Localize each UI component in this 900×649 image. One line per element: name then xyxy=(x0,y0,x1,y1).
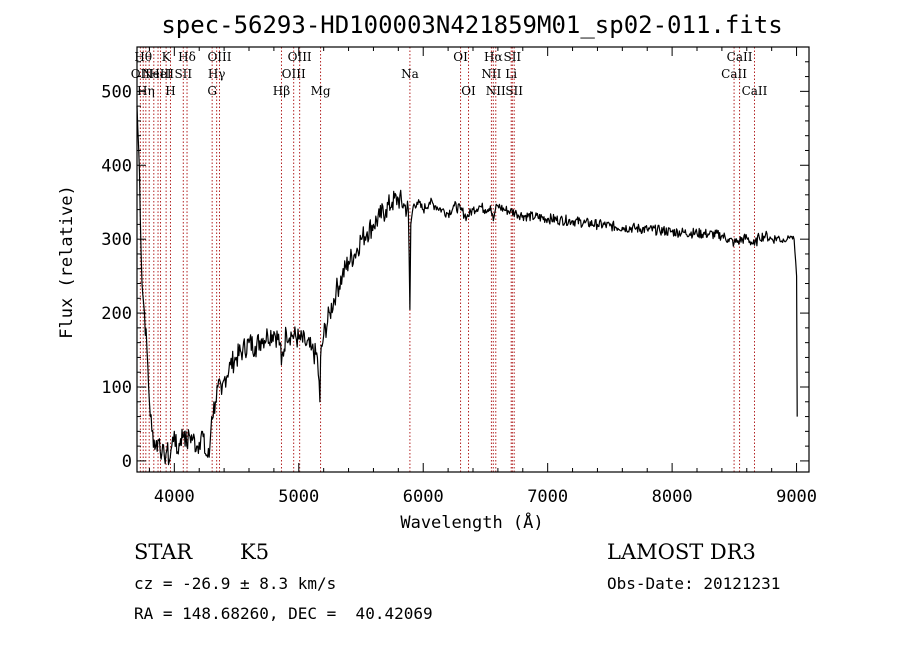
spectral-line-label: OI xyxy=(461,84,476,98)
spectral-line-label: SII xyxy=(503,50,521,64)
spectral-line-label: CaII xyxy=(727,50,753,64)
y-tick-label: 0 xyxy=(122,452,132,472)
y-tick-label: 100 xyxy=(101,378,132,398)
observation-date: Obs-Date: 20121231 xyxy=(607,574,781,593)
y-tick-label: 500 xyxy=(101,82,132,102)
x-tick-label: 8000 xyxy=(652,487,693,507)
axis-ticks: 4000 5000 6000 7000 8000 9000 0 100 200 300 400 500 xyxy=(101,47,817,507)
spectral-line-label: OIII xyxy=(282,67,306,81)
spectral-line-label: NII xyxy=(481,67,501,81)
spectral-line-label: Hθ xyxy=(134,50,152,64)
radial-velocity: cz = -26.9 ± 8.3 km/s xyxy=(134,574,337,593)
spectral-line-label: SII xyxy=(174,67,192,81)
spectral-line-label: CaII xyxy=(742,84,768,98)
spectral-line-label: Na xyxy=(401,67,419,81)
spectral-line-markers xyxy=(139,47,755,472)
spectral-line-label: Hβ xyxy=(273,84,290,98)
x-tick-label: 6000 xyxy=(403,487,444,507)
spectral-line-label: HeI xyxy=(149,67,172,81)
x-axis-label: Wavelength (Å) xyxy=(400,511,543,533)
x-tick-label: 7000 xyxy=(527,487,568,507)
coordinates: RA = 148.68260, DEC = 40.42069 xyxy=(134,604,433,623)
spectral-line-label: Hδ xyxy=(178,50,196,64)
chart-title: spec-56293-HD100003N421859M01_sp02-011.f… xyxy=(161,11,782,39)
spectral-line-label: OIII xyxy=(207,50,231,64)
x-tick-label: 4000 xyxy=(154,487,195,507)
survey-name: LAMOST DR3 xyxy=(607,540,756,564)
y-tick-label: 300 xyxy=(101,230,132,250)
spectral-line-label: Hα xyxy=(484,50,503,64)
spectral-line-label: OI xyxy=(453,50,468,64)
spectral-line-label: K xyxy=(162,50,172,64)
object-subclass: K5 xyxy=(240,540,270,564)
x-tick-label: 5000 xyxy=(278,487,319,507)
spectral-line-label: Mg xyxy=(311,84,331,98)
flux-series-line xyxy=(136,106,798,466)
spectral-line-labels: OIIHθHηNeIIIHeIKHSIIHδGHγOIIIHβOIIIOIIIM… xyxy=(131,50,768,98)
object-class: STAR xyxy=(134,540,193,564)
y-tick-label: 400 xyxy=(101,156,132,176)
x-tick-label: 9000 xyxy=(776,487,817,507)
spectral-line-label: G xyxy=(207,84,217,98)
spectral-line-label: SII xyxy=(505,84,523,98)
spectral-line-label: OII xyxy=(131,67,151,81)
spectral-line-label: OIII xyxy=(288,50,312,64)
spectral-line-label: NeIII xyxy=(142,67,174,81)
spectral-line-label: CaII xyxy=(721,67,747,81)
spectral-line-label: NII xyxy=(486,84,506,98)
y-tick-label: 200 xyxy=(101,304,132,324)
plot-frame xyxy=(136,46,810,473)
spectral-line-label: H xyxy=(165,84,175,98)
spectral-line-label: Li xyxy=(505,67,517,81)
spectral-line-label: Hγ xyxy=(208,67,226,81)
y-axis-label: Flux (relative) xyxy=(57,185,77,339)
